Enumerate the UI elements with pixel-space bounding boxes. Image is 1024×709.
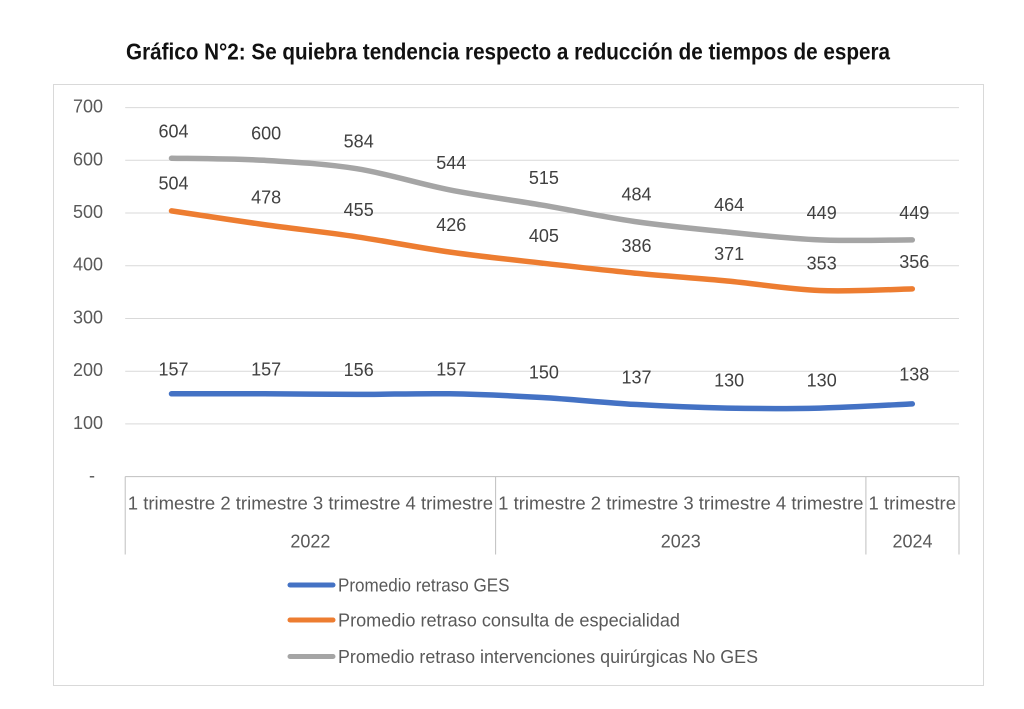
svg-text:2 trimestre: 2 trimestre xyxy=(591,494,679,514)
svg-text:2 trimestre: 2 trimestre xyxy=(220,494,308,514)
svg-text:3 trimestre: 3 trimestre xyxy=(313,494,401,514)
svg-text:1 trimestre: 1 trimestre xyxy=(498,494,586,514)
svg-text:484: 484 xyxy=(621,185,651,205)
svg-text:500: 500 xyxy=(73,202,103,222)
svg-text:3 trimestre: 3 trimestre xyxy=(683,494,771,514)
svg-text:449: 449 xyxy=(807,203,837,223)
svg-text:604: 604 xyxy=(158,122,188,142)
svg-text:1 trimestre: 1 trimestre xyxy=(128,494,216,514)
svg-text:157: 157 xyxy=(251,360,281,380)
svg-text:138: 138 xyxy=(899,365,929,385)
svg-text:Promedio retraso GES: Promedio retraso GES xyxy=(338,576,510,596)
svg-text:2024: 2024 xyxy=(892,531,932,551)
svg-text:1 trimestre: 1 trimestre xyxy=(869,494,957,514)
svg-text:200: 200 xyxy=(73,360,103,380)
svg-text:Promedio retraso consulta de e: Promedio retraso consulta de especialida… xyxy=(338,611,680,631)
svg-text:544: 544 xyxy=(436,153,466,173)
svg-text:4 trimestre: 4 trimestre xyxy=(776,494,864,514)
svg-text:356: 356 xyxy=(899,252,929,272)
svg-text:300: 300 xyxy=(73,308,103,328)
svg-text:504: 504 xyxy=(158,174,188,194)
svg-text:455: 455 xyxy=(344,200,374,220)
svg-text:Gráfico N°2: Se quiebra tenden: Gráfico N°2: Se quiebra tendencia respec… xyxy=(126,39,891,65)
svg-text:-: - xyxy=(89,466,95,486)
svg-text:157: 157 xyxy=(436,360,466,380)
svg-text:100: 100 xyxy=(73,413,103,433)
svg-text:478: 478 xyxy=(251,188,281,208)
svg-text:130: 130 xyxy=(714,371,744,391)
svg-text:150: 150 xyxy=(529,363,559,383)
svg-text:157: 157 xyxy=(158,360,188,380)
svg-text:156: 156 xyxy=(344,360,374,380)
svg-text:2023: 2023 xyxy=(661,531,701,551)
svg-text:Promedio retraso intervencione: Promedio retraso intervenciones quirúrgi… xyxy=(338,647,758,667)
svg-text:584: 584 xyxy=(344,132,374,152)
svg-text:700: 700 xyxy=(73,97,103,117)
svg-text:600: 600 xyxy=(73,149,103,169)
svg-text:386: 386 xyxy=(621,236,651,256)
svg-text:4 trimestre: 4 trimestre xyxy=(406,494,494,514)
svg-text:400: 400 xyxy=(73,255,103,275)
svg-text:353: 353 xyxy=(807,254,837,274)
svg-text:2022: 2022 xyxy=(290,531,330,551)
svg-text:464: 464 xyxy=(714,195,744,215)
svg-text:405: 405 xyxy=(529,226,559,246)
svg-text:426: 426 xyxy=(436,215,466,235)
svg-text:449: 449 xyxy=(899,203,929,223)
svg-text:371: 371 xyxy=(714,244,744,264)
svg-text:600: 600 xyxy=(251,123,281,143)
svg-text:130: 130 xyxy=(807,371,837,391)
svg-text:137: 137 xyxy=(621,367,651,387)
svg-text:515: 515 xyxy=(529,168,559,188)
